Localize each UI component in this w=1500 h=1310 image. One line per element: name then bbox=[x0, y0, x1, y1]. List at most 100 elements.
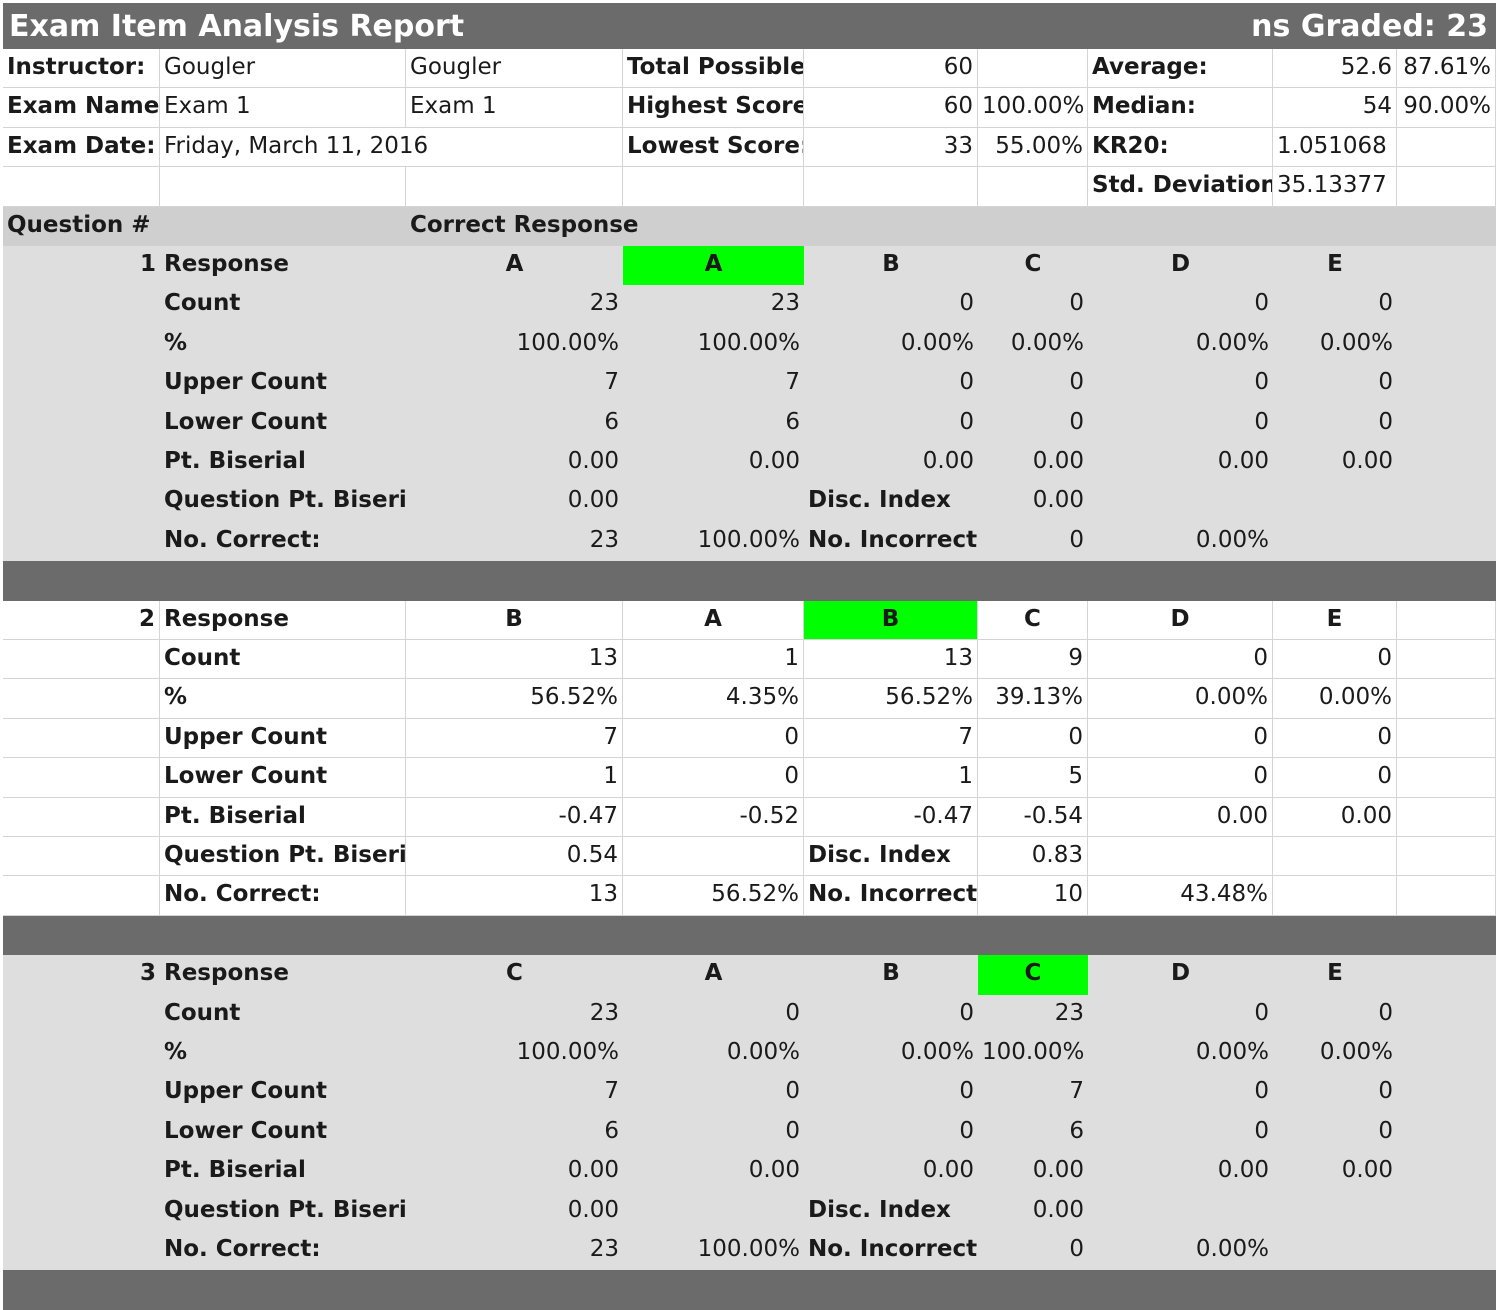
empty-cell bbox=[3, 1034, 160, 1073]
no-incorrect-percent: 0.00% bbox=[1195, 1236, 1269, 1262]
upper-correct: 7 bbox=[406, 718, 623, 759]
no-incorrect-label: No. Incorrect: bbox=[808, 526, 978, 553]
empty-cell bbox=[1397, 404, 1496, 443]
lower-option-c: 6 bbox=[1069, 1117, 1084, 1144]
exam-date-label: Exam Date: bbox=[3, 127, 160, 168]
empty-cell bbox=[623, 837, 804, 877]
option-header: A bbox=[623, 600, 804, 640]
count-label: Count bbox=[164, 290, 241, 317]
pt-biserial-option-d: 0.00 bbox=[1217, 448, 1269, 474]
lower-option-c: 5 bbox=[978, 758, 1088, 798]
empty-cell bbox=[3, 1231, 160, 1270]
graded-value: 23 bbox=[1446, 9, 1488, 44]
correct-answer: A bbox=[505, 251, 524, 277]
upper-option-a: 7 bbox=[785, 369, 800, 396]
no-incorrect-label: No. Incorrect: bbox=[804, 876, 978, 916]
count-option-b: 0 bbox=[959, 290, 974, 317]
count-option-e: 0 bbox=[1378, 290, 1393, 317]
count-option-a: 1 bbox=[623, 640, 804, 680]
question-3-lower-row: Lower Count 6 0 0 6 0 0 bbox=[3, 1112, 1496, 1153]
pt-biserial-label: Pt. Biserial bbox=[164, 448, 306, 474]
count-correct: 23 bbox=[589, 999, 619, 1026]
option-header: D bbox=[1088, 600, 1273, 640]
empty-cell bbox=[3, 837, 160, 877]
highest-score-value: 60 bbox=[804, 88, 978, 128]
upper-option-b: 0 bbox=[959, 369, 974, 396]
count-option-e: 0 bbox=[1378, 999, 1393, 1026]
option-header: E bbox=[1327, 960, 1343, 987]
count-option-c: 23 bbox=[1054, 999, 1084, 1026]
empty-cell bbox=[1397, 443, 1496, 482]
count-option-d: 0 bbox=[1254, 999, 1269, 1026]
count-option-a: 23 bbox=[770, 290, 800, 317]
empty-cell bbox=[804, 167, 978, 207]
upper-option-d: 0 bbox=[1254, 369, 1269, 396]
instructor-last: Gougler bbox=[406, 49, 623, 89]
no-incorrect-label: No. Incorrect: bbox=[808, 1236, 978, 1262]
lower-count-label: Lower Count bbox=[160, 758, 406, 798]
empty-cell bbox=[1397, 718, 1496, 759]
upper-correct: 7 bbox=[604, 1078, 619, 1105]
no-incorrect-percent: 0.00% bbox=[1195, 526, 1269, 553]
empty-cell bbox=[1397, 995, 1496, 1034]
count-option-b: 0 bbox=[959, 999, 974, 1026]
percent-option-e: 0.00% bbox=[1273, 679, 1397, 719]
no-correct-percent: 100.00% bbox=[697, 1236, 800, 1262]
disc-index-value: 0.00 bbox=[1032, 487, 1084, 514]
lowest-score-percent: 55.00% bbox=[978, 127, 1088, 168]
no-incorrect-value: 0 bbox=[1069, 1236, 1084, 1262]
exam-date-value: Friday, March 11, 2016 bbox=[160, 127, 623, 168]
upper-option-e: 0 bbox=[1378, 369, 1393, 396]
empty-cell bbox=[3, 640, 160, 680]
count-option-c: 0 bbox=[1069, 290, 1084, 317]
question-2-count-row: Count 13 1 13 9 0 0 bbox=[3, 640, 1496, 680]
upper-option-c: 7 bbox=[1069, 1078, 1084, 1105]
highest-score-label: Highest Score: bbox=[623, 88, 804, 128]
count-option-b: 13 bbox=[804, 640, 978, 680]
empty-cell bbox=[1397, 876, 1496, 916]
empty-cell bbox=[1397, 1152, 1496, 1191]
empty-cell bbox=[3, 325, 160, 364]
no-incorrect-percent: 43.48% bbox=[1088, 876, 1273, 916]
empty-cell bbox=[1273, 1231, 1397, 1270]
no-correct-value: 23 bbox=[589, 1236, 619, 1262]
pt-biserial-label: Pt. Biserial bbox=[160, 797, 406, 837]
pt-biserial-option-c: 0.00 bbox=[1032, 448, 1084, 474]
median-value: 54 bbox=[1273, 88, 1397, 128]
question-number-header: Question # bbox=[7, 211, 151, 238]
option-header: C bbox=[978, 600, 1088, 640]
disc-index-value: 0.00 bbox=[1032, 1196, 1084, 1223]
empty-cell bbox=[1397, 522, 1496, 561]
question-number: 2 bbox=[3, 600, 160, 640]
std-dev-label: Std. Deviation: bbox=[1088, 167, 1273, 207]
lower-option-d: 0 bbox=[1254, 1117, 1269, 1144]
question-pt-biserial-value: 0.00 bbox=[567, 487, 619, 514]
empty-cell bbox=[3, 522, 160, 561]
empty-cell bbox=[3, 443, 160, 482]
empty-cell bbox=[3, 1073, 160, 1112]
question-3-response-row: 3 Response C A B C D E bbox=[3, 955, 1496, 995]
empty-cell bbox=[1397, 955, 1496, 994]
empty-cell bbox=[1397, 600, 1496, 640]
empty-cell bbox=[3, 1152, 160, 1191]
question-1-upper-row: Upper Count 7 7 0 0 0 0 bbox=[3, 364, 1496, 404]
count-label: Count bbox=[164, 999, 241, 1026]
option-header: D bbox=[1170, 251, 1191, 277]
upper-option-c: 0 bbox=[1069, 369, 1084, 396]
question-pt-biserial-label: Question Pt. Biseria bbox=[164, 487, 406, 514]
empty-cell bbox=[3, 679, 160, 719]
no-correct-value: 23 bbox=[589, 526, 619, 553]
graded-count: ns Graded: 23 bbox=[1251, 9, 1488, 44]
question-1-lower-row: Lower Count 6 6 0 0 0 0 bbox=[3, 403, 1496, 443]
kr20-label: KR20: bbox=[1088, 127, 1273, 168]
exam-name-label: Exam Name: bbox=[3, 88, 160, 128]
count-option-d: 0 bbox=[1088, 640, 1273, 680]
lower-correct: 6 bbox=[604, 408, 619, 435]
question-3-summary-row: Question Pt. Biseria 0.00 Disc. Index 0.00 bbox=[3, 1191, 1496, 1231]
count-correct: 13 bbox=[406, 640, 623, 680]
percent-option-d: 0.00% bbox=[1088, 679, 1273, 719]
empty-cell bbox=[3, 482, 160, 521]
pt-biserial-label: Pt. Biserial bbox=[164, 1157, 306, 1184]
question-separator bbox=[3, 915, 1496, 956]
pt-biserial-option-b: 0.00 bbox=[922, 448, 974, 474]
